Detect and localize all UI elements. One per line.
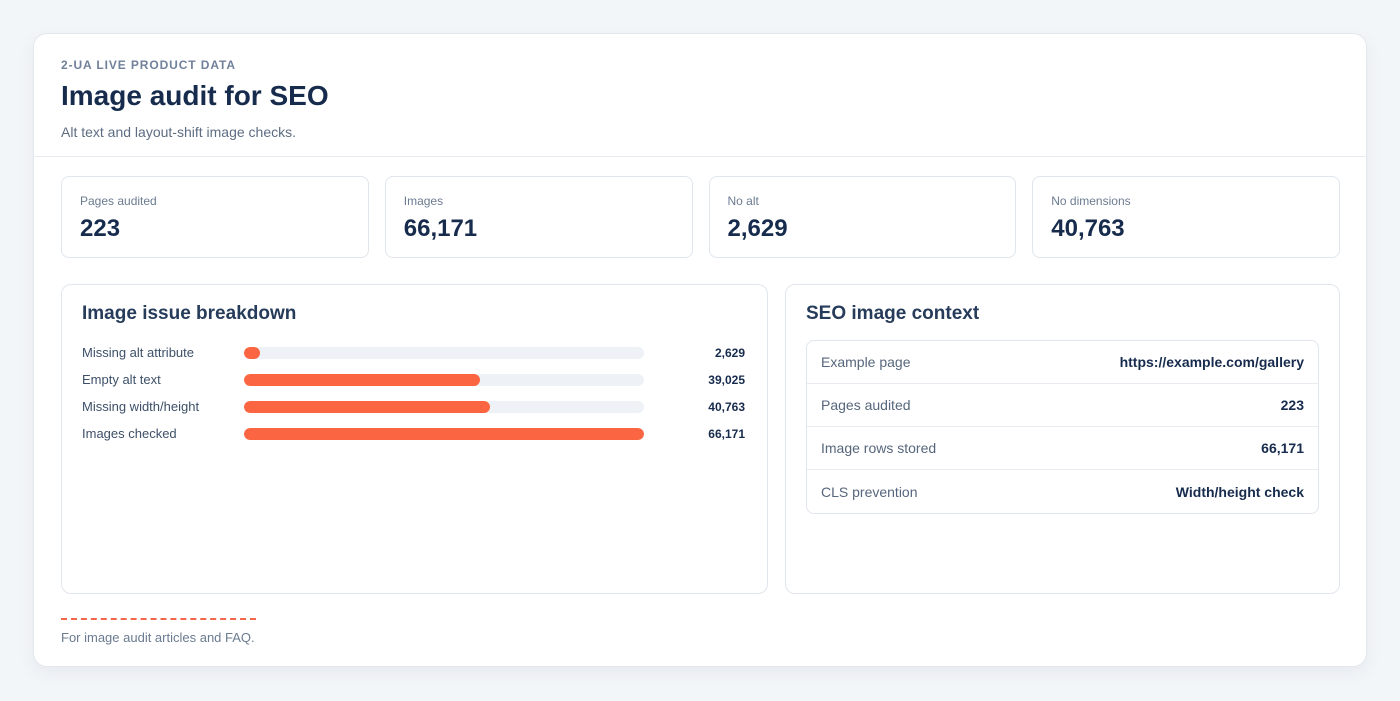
- bar-label: Missing width/height: [82, 399, 200, 414]
- bar-fill: [244, 346, 260, 359]
- stat-value: 2,629: [727, 215, 788, 242]
- context-key: CLS prevention: [821, 483, 918, 500]
- bar-track: [244, 373, 644, 386]
- breakdown-bars: Missing alt attribute 2,629 Empty alt te…: [82, 339, 747, 447]
- stat-label: No dimensions: [1051, 194, 1131, 208]
- bar-row-empty-alt: Empty alt text 39,025: [82, 366, 747, 393]
- bar-value: 66,171: [708, 426, 745, 441]
- context-row: CLS prevention Width/height check: [807, 470, 1318, 513]
- stat-label: No alt: [727, 194, 759, 208]
- stats-row: Pages audited 223 Images 66,171 No alt 2…: [61, 176, 1340, 258]
- stat-card-pages-audited: Pages audited 223: [61, 176, 369, 258]
- stat-value: 40,763: [1051, 215, 1125, 242]
- context-value: Width/height check: [1175, 483, 1304, 500]
- stat-card-images: Images 66,171: [384, 176, 693, 258]
- context-row: Example page https://example.com/gallery: [807, 341, 1318, 384]
- footer-note: For image audit articles and FAQ.: [61, 630, 255, 645]
- breakdown-title: Image issue breakdown: [82, 303, 297, 324]
- bar-row-images-checked: Images checked 66,171: [82, 420, 747, 447]
- bar-track: [244, 400, 644, 413]
- bar-track: [244, 346, 644, 359]
- stat-value: 66,171: [403, 215, 478, 242]
- seo-context-panel: SEO image context Example page https://e…: [785, 284, 1340, 594]
- bar-label: Images checked: [82, 426, 177, 441]
- context-key: Image rows stored: [821, 440, 937, 456]
- footer-divider: [61, 618, 256, 620]
- image-audit-card: 2-UA LIVE PRODUCT DATA Image audit for S…: [33, 33, 1367, 667]
- eyebrow-label: 2-UA LIVE PRODUCT DATA: [61, 58, 236, 72]
- stat-card-no-dimensions: No dimensions 40,763: [1032, 176, 1340, 258]
- page-subtitle: Alt text and layout-shift image checks.: [61, 124, 296, 140]
- bar-row-missing-alt: Missing alt attribute 2,629: [82, 339, 747, 366]
- bar-fill: [244, 427, 644, 440]
- context-value: 223: [1280, 397, 1304, 413]
- context-value: https://example.com/gallery: [1119, 354, 1304, 370]
- stat-label: Pages audited: [80, 194, 157, 208]
- card-header: 2-UA LIVE PRODUCT DATA Image audit for S…: [34, 34, 1366, 157]
- bar-track: [244, 427, 644, 440]
- bar-fill: [244, 400, 490, 413]
- bar-label: Empty alt text: [82, 372, 161, 387]
- context-key: Example page: [821, 354, 911, 370]
- bar-row-missing-dimensions: Missing width/height 40,763: [82, 393, 747, 420]
- bar-label: Missing alt attribute: [82, 345, 194, 360]
- context-key: Pages audited: [821, 397, 911, 413]
- context-table: Example page https://example.com/gallery…: [806, 340, 1319, 514]
- page-title: Image audit for SEO: [61, 80, 329, 111]
- stat-card-no-alt: No alt 2,629: [708, 176, 1017, 258]
- bar-value: 2,629: [714, 345, 745, 360]
- bar-fill: [244, 373, 480, 386]
- bar-value: 40,763: [708, 399, 745, 414]
- stat-label: Images: [403, 194, 444, 208]
- context-row: Pages audited 223: [807, 384, 1318, 427]
- issue-breakdown-panel: Image issue breakdown Missing alt attrib…: [61, 284, 768, 594]
- context-title: SEO image context: [806, 303, 980, 324]
- stat-value: 223: [80, 215, 121, 242]
- context-value: 66,171: [1261, 440, 1304, 456]
- bar-value: 39,025: [708, 372, 745, 387]
- context-row: Image rows stored 66,171: [807, 427, 1318, 470]
